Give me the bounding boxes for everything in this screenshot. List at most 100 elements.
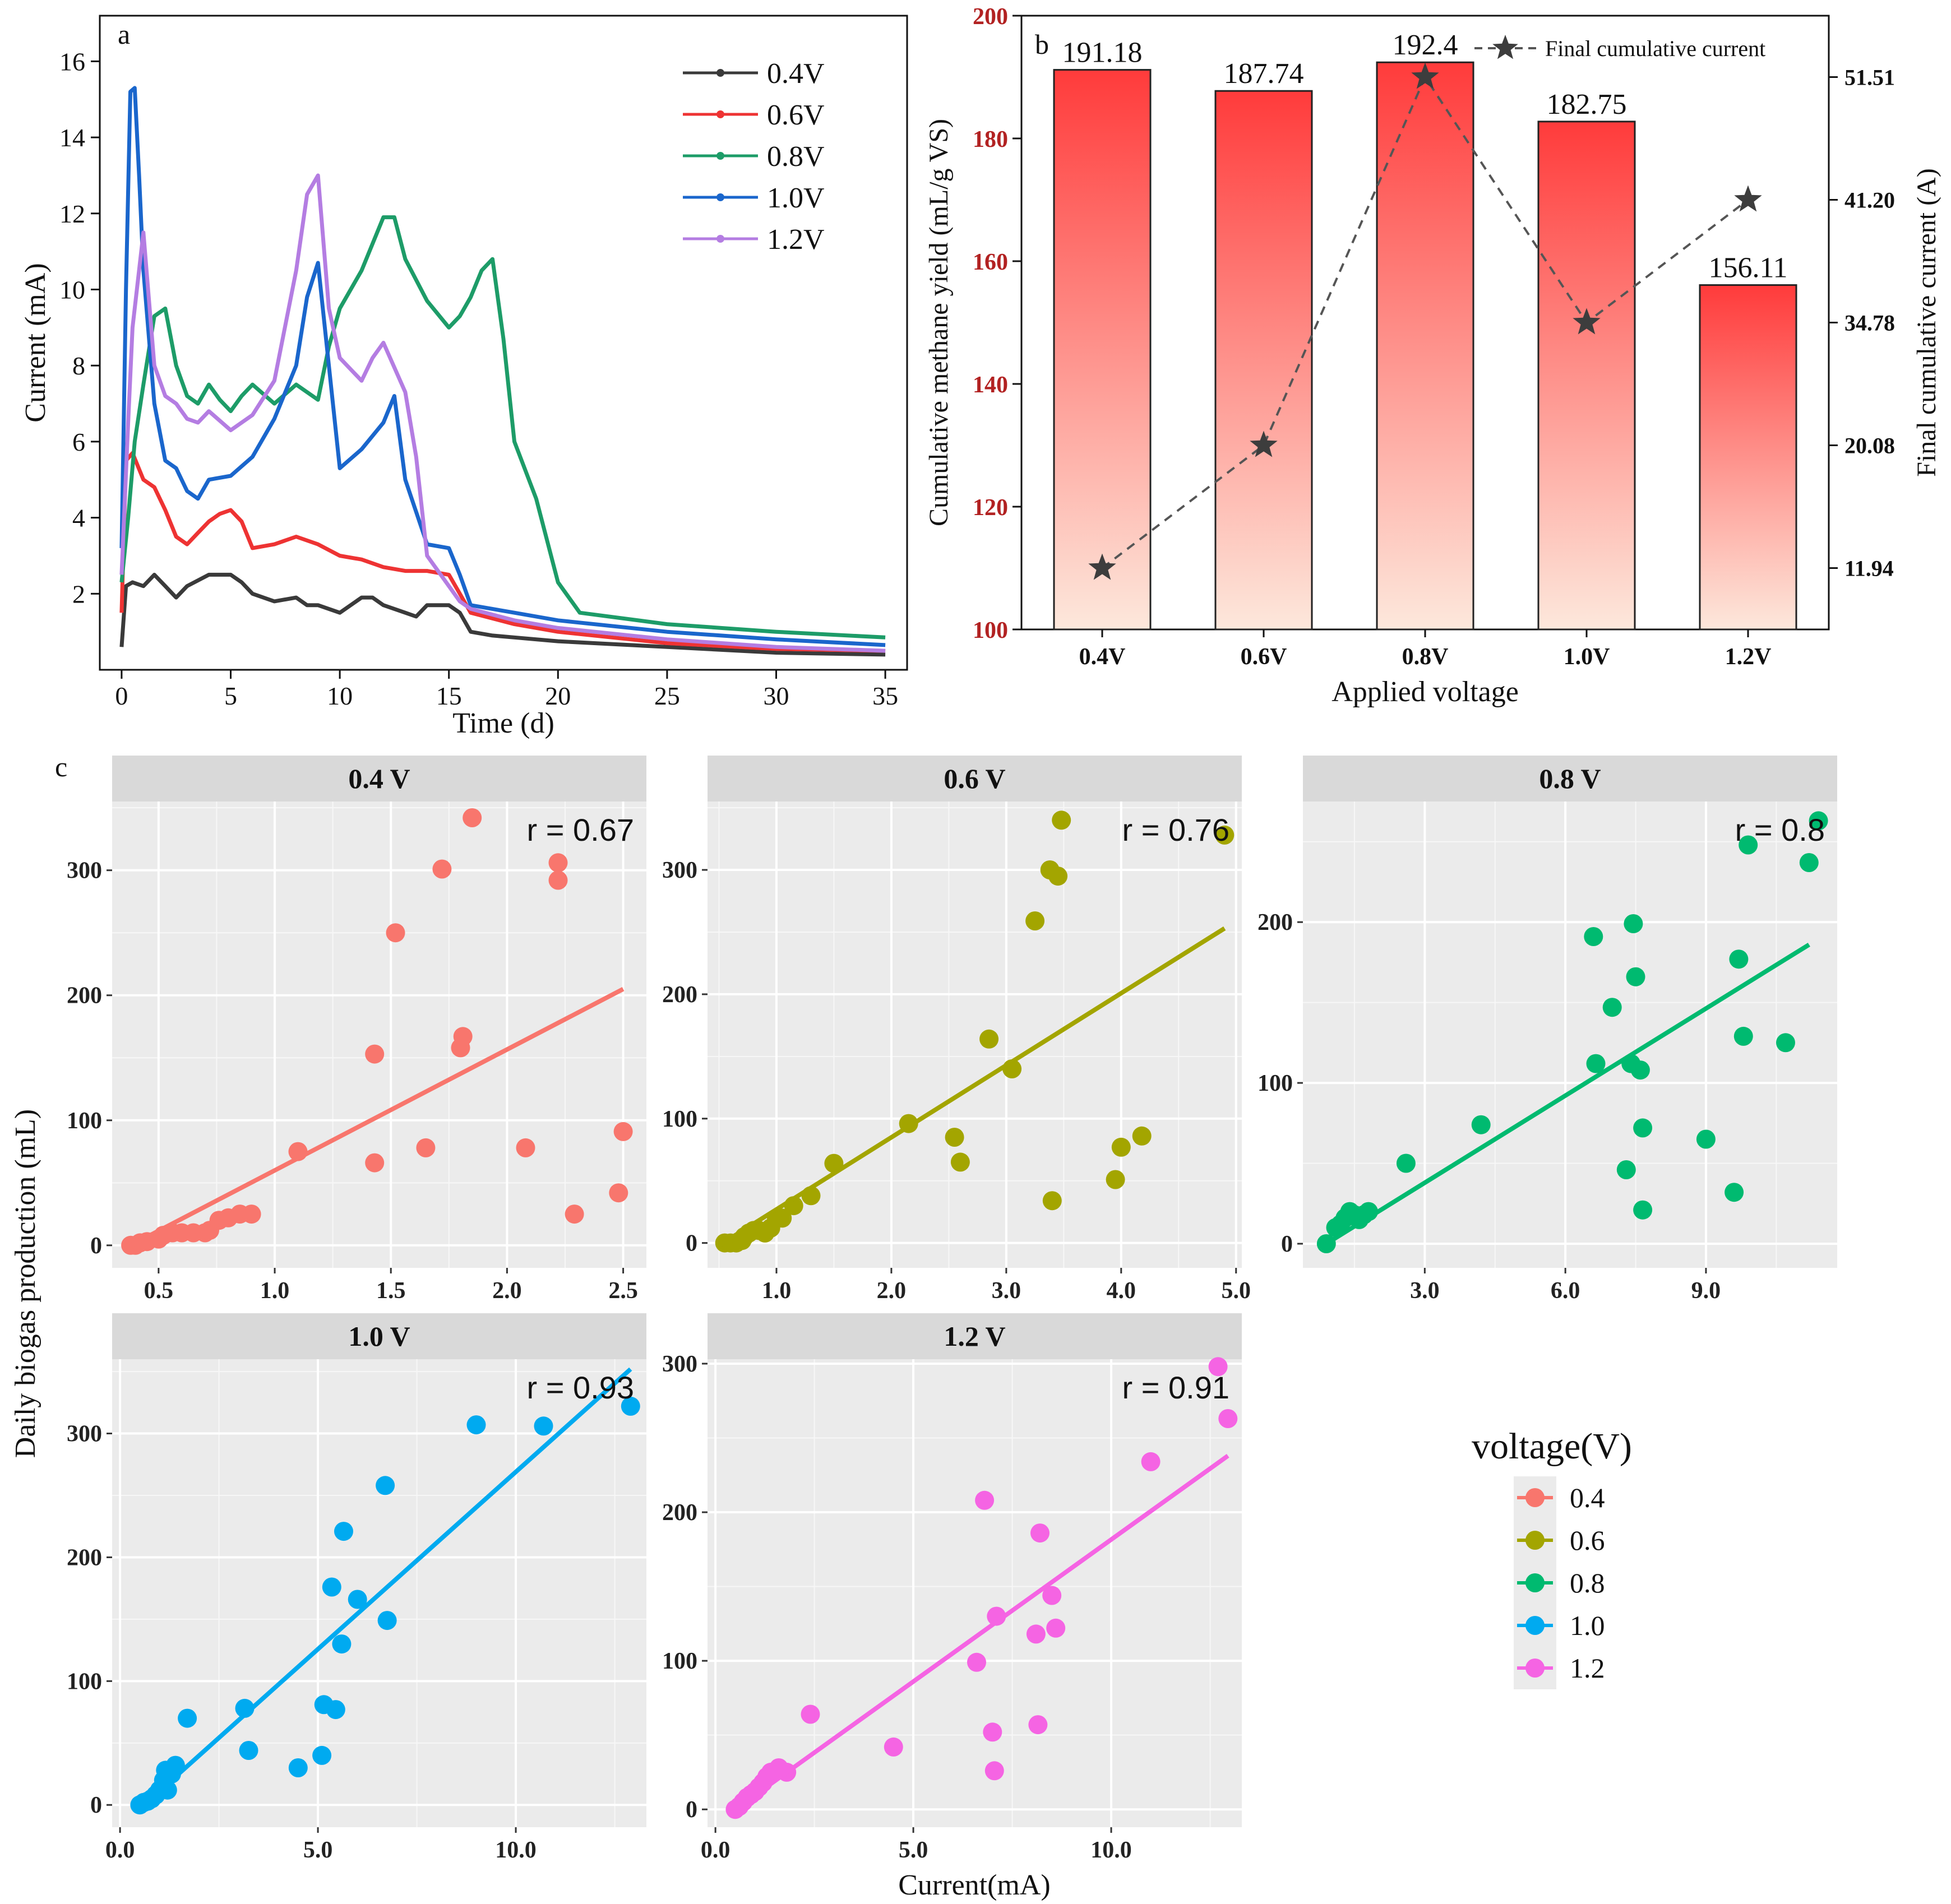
data-point — [945, 1128, 964, 1147]
y-axis-label: Daily biogas production (mL) — [10, 1109, 41, 1458]
bar-1.0V — [1537, 121, 1636, 631]
y2-axis-label: Final cumulative current (A) — [1912, 168, 1941, 476]
x-tick-label: 0.0 — [701, 1837, 731, 1863]
data-point — [1696, 1129, 1716, 1149]
data-point — [1776, 1033, 1795, 1053]
x-tick-label: 9.0 — [1691, 1278, 1721, 1304]
x-tick-label: 1.0 — [260, 1278, 290, 1304]
data-point — [1725, 1183, 1744, 1202]
data-point — [242, 1205, 261, 1224]
data-point — [1025, 911, 1045, 930]
facet-panel — [708, 802, 1242, 1268]
y-tick-label: 0 — [1281, 1231, 1293, 1257]
x-tick-label: 35 — [872, 682, 898, 710]
legend-key-point — [1525, 1616, 1545, 1635]
x-tick-label: 5 — [224, 682, 237, 710]
data-point — [548, 853, 568, 873]
y-tick-label: 200 — [67, 1545, 102, 1571]
legend-marker — [716, 193, 724, 201]
y-tick-label: 100 — [662, 1648, 697, 1674]
facet-strip — [112, 756, 646, 802]
series-line-0.8V — [119, 215, 886, 640]
y-tick-label: 100 — [67, 1669, 102, 1694]
facet-panel — [708, 1359, 1242, 1827]
data-point — [1739, 835, 1758, 855]
data-point — [288, 1758, 308, 1777]
data-point — [1042, 1191, 1062, 1211]
facet-title: 0.8 V — [1539, 763, 1601, 794]
x-tick-label: 10.0 — [1090, 1837, 1132, 1863]
y-tick-label: 200 — [662, 1500, 697, 1526]
data-point — [613, 1122, 633, 1141]
facet-1.2V: 1.2 V 0.0 5.0 10.0 0 100 200 300 r = 0.91 — [662, 1313, 1242, 1863]
star-marker — [1734, 185, 1762, 212]
legend-label: 0.8 — [1570, 1567, 1605, 1599]
panel-label: c — [55, 751, 67, 782]
x-tick-label: 1.5 — [376, 1278, 406, 1304]
facet-strip — [708, 756, 1242, 802]
data-point — [984, 1761, 1004, 1781]
series-line-1.2V — [119, 173, 886, 653]
legend-title: voltage(V) — [1472, 1426, 1632, 1467]
y2-tick-label: 11.94 — [1844, 556, 1894, 581]
facet-1.0V: 1.0 V 0.0 5.0 10.0 0 100 200 300 r = 0.93 — [67, 1313, 646, 1863]
y-tick-label: 300 — [67, 1421, 102, 1447]
x-tick-label: 1.0V — [1564, 644, 1610, 670]
data-point — [1584, 927, 1603, 946]
data-point — [1630, 1060, 1650, 1080]
data-point — [1633, 1200, 1653, 1220]
data-point — [565, 1205, 584, 1224]
panel-label: a — [118, 18, 130, 50]
bar-value-label: 192.4 — [1393, 29, 1458, 61]
x-tick-label: 10.0 — [495, 1837, 537, 1863]
facet-strip — [112, 1313, 646, 1359]
data-point — [348, 1590, 367, 1609]
legend-label: 1.0V — [767, 182, 825, 214]
data-point — [1633, 1118, 1653, 1138]
x-tick-label: 0.6V — [1241, 644, 1287, 670]
panel-b: 191.18 0.4V 187.74 0.6V 192.4 0.8V 182.75 1.0V 1… — [924, 4, 1941, 708]
x-tick-label: 1.0 — [762, 1278, 792, 1304]
data-point — [1106, 1170, 1125, 1189]
y-tick-label: 8 — [72, 351, 85, 380]
fit-line — [734, 1454, 1229, 1812]
data-point — [1026, 1624, 1046, 1644]
data-point — [332, 1634, 352, 1654]
fit-line — [1325, 942, 1810, 1246]
y-tick-label: 140 — [973, 372, 1008, 398]
data-point — [1030, 1523, 1050, 1543]
x-tick-label: 6.0 — [1551, 1278, 1580, 1304]
data-point — [1471, 1115, 1491, 1134]
data-point — [1052, 810, 1071, 830]
y-tick-label: 180 — [973, 127, 1008, 152]
y2-tick-label: 51.51 — [1844, 65, 1895, 90]
data-point — [365, 1044, 385, 1064]
y-tick-label: 200 — [973, 4, 1008, 30]
star-marker — [1088, 553, 1116, 580]
y-tick-label: 200 — [1257, 910, 1293, 935]
x-axis-label: Current(mA) — [898, 1869, 1050, 1901]
data-point — [1141, 1452, 1161, 1471]
data-point — [1809, 811, 1828, 831]
legend-label: 0.4 — [1570, 1482, 1605, 1513]
x-tick-label: 5.0 — [303, 1837, 333, 1863]
x-tick-label: 20 — [545, 682, 571, 710]
y-tick-label: 14 — [59, 123, 85, 152]
r-label: r = 0.91 — [1122, 1370, 1229, 1405]
x-tick-label: 1.2V — [1725, 644, 1772, 670]
data-point — [967, 1652, 986, 1672]
data-point — [1586, 1054, 1606, 1073]
y-tick-label: 300 — [662, 858, 697, 883]
data-point — [334, 1522, 353, 1541]
data-point — [1602, 998, 1622, 1017]
data-point — [1046, 1618, 1066, 1638]
bar-value-label: 156.11 — [1708, 252, 1787, 284]
y-tick-label: 300 — [662, 1351, 697, 1377]
y-tick-label: 100 — [1257, 1071, 1293, 1096]
data-point — [453, 1027, 473, 1046]
x-axis-label: Applied voltage — [1332, 676, 1519, 708]
y-tick-label: 100 — [662, 1106, 697, 1132]
legend-label: Final cumulative current — [1545, 36, 1765, 61]
data-point — [1733, 1026, 1753, 1046]
